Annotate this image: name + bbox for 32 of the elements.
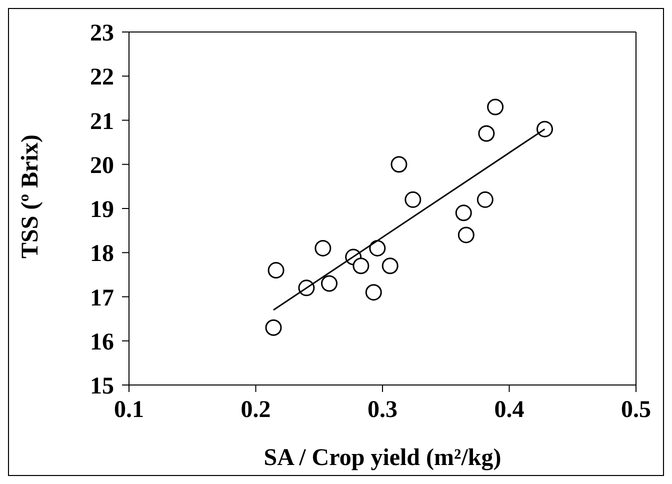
point	[536, 120, 553, 138]
point	[369, 240, 386, 256]
point	[382, 258, 398, 274]
point	[458, 226, 474, 244]
x-axis-title: SA / Crop yield (m²/kg)	[264, 445, 502, 471]
y-tick-label: 22	[90, 64, 114, 91]
x-tick-label: 0.3	[368, 397, 398, 424]
point	[478, 125, 495, 142]
y-axis-title: TSS (º Brix)	[18, 134, 44, 258]
point	[321, 275, 338, 292]
y-tick-label: 19	[90, 197, 114, 224]
y-tick-label: 20	[90, 152, 114, 179]
y-tick-label: 15	[90, 374, 114, 400]
point	[487, 98, 504, 116]
y-tick-label: 16	[90, 329, 114, 356]
x-tick-label: 0.5	[621, 397, 651, 424]
point	[352, 258, 370, 274]
point	[265, 319, 282, 336]
x-tick-label: 0.4	[494, 397, 524, 424]
point	[365, 284, 382, 301]
point	[268, 262, 284, 279]
point	[390, 156, 408, 173]
x-tick-label: 0.2	[240, 397, 271, 424]
point	[404, 191, 422, 208]
point	[455, 204, 472, 222]
point	[476, 191, 494, 208]
y-tick-label: 17	[90, 285, 114, 312]
x-tick-label: 0.1	[114, 397, 144, 424]
y-tick-label: 23	[90, 20, 114, 47]
y-tick-label: 18	[90, 241, 114, 268]
point	[314, 240, 332, 256]
y-tick-label: 21	[90, 108, 114, 135]
